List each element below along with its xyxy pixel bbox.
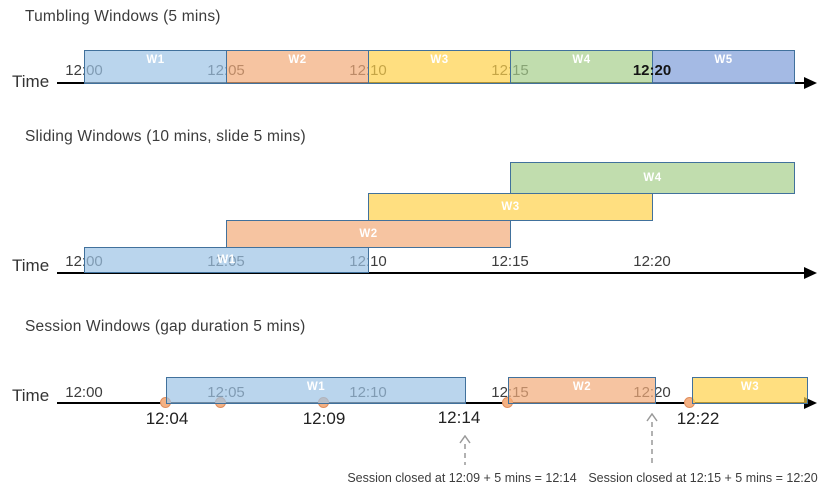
tumbling-section-title: Tumbling Windows (5 mins) — [25, 8, 221, 25]
tumbling-window-w3: W3 — [368, 50, 511, 84]
session-tick: 12:00 — [65, 384, 103, 401]
event-time-label: 12:14 — [437, 408, 481, 427]
session-window-w2: W2 — [508, 377, 656, 404]
sliding-time-axis — [57, 272, 806, 274]
event-time-label: 12:09 — [302, 409, 346, 428]
sliding-section-title: Sliding Windows (10 mins, slide 5 mins) — [25, 128, 306, 145]
window-label: W1 — [306, 381, 326, 393]
sliding-time-axis-label: Time — [12, 256, 50, 275]
event-time-label: 12:04 — [145, 409, 189, 428]
sliding-window-w1: W1 — [84, 247, 369, 273]
session-section-title: Session Windows (gap duration 5 mins) — [25, 318, 306, 335]
sliding-tick: 12:15 — [491, 253, 529, 270]
dashed-up-arrow-icon — [646, 413, 658, 465]
window-label: W2 — [359, 228, 378, 240]
sliding-axis-arrowhead-icon — [804, 267, 817, 279]
tumbling-time-axis-label: Time — [12, 72, 50, 91]
session-window-w3: W3 — [692, 377, 808, 404]
sliding-tick: 12:20 — [633, 253, 671, 270]
window-label: W3 — [740, 381, 760, 393]
tumbling-window-w1: W1 — [84, 50, 227, 84]
window-label: W2 — [288, 54, 307, 66]
sliding-window-w4: W4 — [510, 162, 795, 194]
session-time-axis-label: Time — [12, 386, 50, 405]
sliding-window-w3: W3 — [368, 193, 653, 221]
tumbling-axis-arrowhead-icon — [804, 77, 817, 89]
window-label: W3 — [430, 54, 449, 66]
window-label: W3 — [501, 201, 520, 213]
tumbling-tick: 12:20 — [632, 62, 672, 79]
tumbling-window-w2: W2 — [226, 50, 369, 84]
window-label: W5 — [714, 54, 733, 66]
tumbling-window-w5: W5 — [652, 50, 795, 84]
event-time-label: 12:22 — [676, 409, 720, 428]
sliding-window-w2: W2 — [226, 220, 511, 248]
window-label: W4 — [572, 54, 591, 66]
window-label: W2 — [572, 381, 592, 393]
window-label: W1 — [217, 254, 236, 266]
session-close-annotation: Session closed at 12:09 + 5 mins = 12:14 — [347, 471, 577, 485]
window-label: W4 — [643, 172, 662, 184]
window-label: W1 — [146, 54, 165, 66]
session-close-annotation: Session closed at 12:15 + 5 mins = 12:20 — [588, 471, 818, 485]
dashed-up-arrow-icon — [459, 435, 471, 465]
tumbling-window-w4: W4 — [510, 50, 653, 84]
session-window-w1: W1 — [166, 377, 466, 404]
